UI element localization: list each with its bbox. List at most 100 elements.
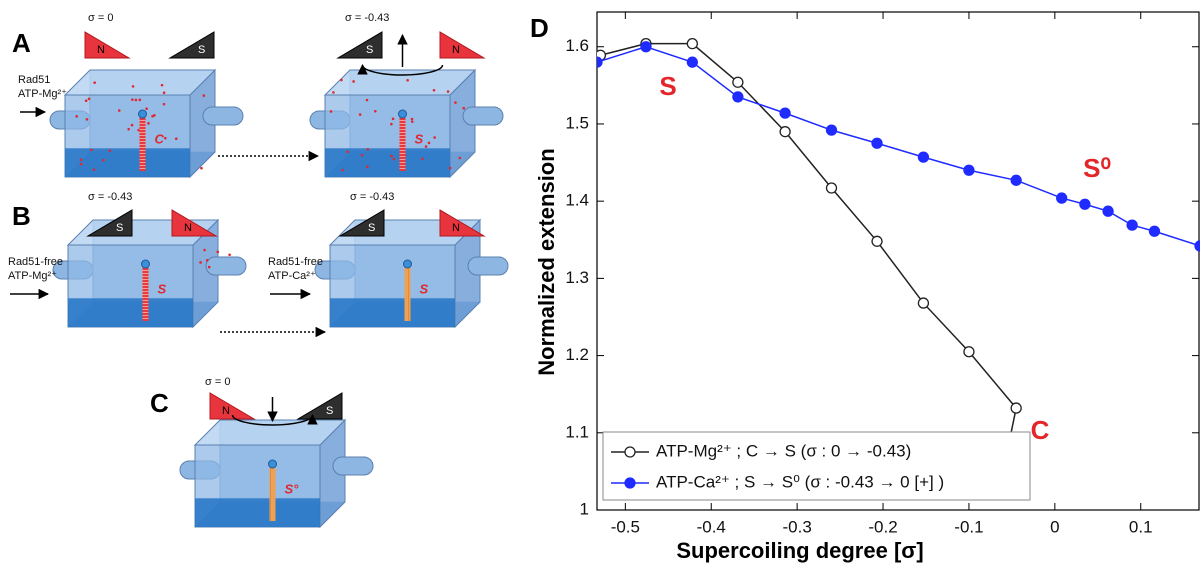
data-point bbox=[686, 38, 698, 50]
bead bbox=[398, 109, 407, 119]
x-tick-label: -0.3 bbox=[782, 517, 811, 536]
buffer-label: Rad51-free bbox=[8, 256, 63, 268]
magnet-s bbox=[336, 31, 383, 59]
protein-dot bbox=[462, 106, 466, 110]
protein-dot bbox=[366, 147, 370, 151]
data-point bbox=[917, 297, 930, 309]
protein-dot bbox=[102, 158, 105, 162]
protein-dot bbox=[162, 102, 166, 106]
data-point bbox=[779, 107, 791, 119]
protein-dot bbox=[145, 107, 148, 111]
y-axis-label: Normalized extension bbox=[534, 148, 559, 375]
data-point bbox=[1194, 240, 1200, 252]
protein-dot bbox=[108, 149, 112, 152]
data-point bbox=[640, 41, 652, 53]
data-point bbox=[1102, 205, 1114, 217]
protein-dot bbox=[424, 145, 428, 148]
tube bbox=[202, 106, 244, 126]
protein-dot bbox=[448, 166, 452, 170]
panel-label: C bbox=[150, 388, 169, 418]
data-point bbox=[1079, 198, 1091, 210]
bead bbox=[141, 259, 150, 269]
x-tick-label: -0.4 bbox=[697, 517, 726, 536]
magnet-s bbox=[296, 392, 343, 420]
data-point bbox=[1056, 192, 1068, 204]
sigma-label: σ = -0.43 bbox=[345, 12, 389, 24]
legend-label: ATP-Ca²⁺ ; S → S⁰ (σ : -0.43 → 0 [+] ) bbox=[656, 472, 944, 491]
chart: D Normalized extension Supercoiling degr… bbox=[530, 11, 1200, 563]
data-point bbox=[732, 76, 744, 88]
y-tick-label: 1 bbox=[580, 499, 589, 518]
protein-dot bbox=[117, 109, 121, 112]
state-label: S bbox=[415, 131, 424, 146]
box-top bbox=[323, 69, 477, 96]
protein-dot bbox=[205, 259, 209, 262]
magnet-n bbox=[171, 209, 218, 237]
protein-dot bbox=[410, 120, 414, 123]
state-label: C bbox=[155, 131, 165, 146]
diagram: A B C Cσ = 0 N S Rad51 ATP-Mg²⁺ Sσ = -0.43 N S S… bbox=[8, 12, 509, 529]
data-point bbox=[825, 182, 838, 194]
series-line bbox=[600, 42, 1017, 463]
buffer-label: ATP-Mg²⁺ bbox=[8, 270, 57, 282]
buffer-label: ATP-Ca²⁺ bbox=[268, 270, 316, 282]
protein-dot bbox=[127, 127, 130, 131]
dna-tether bbox=[404, 265, 411, 321]
protein-dot bbox=[216, 250, 220, 254]
state-label: S° bbox=[285, 481, 300, 496]
tube bbox=[462, 106, 504, 126]
legend-box bbox=[602, 431, 1031, 501]
data-point bbox=[917, 151, 930, 163]
magnet-s-label: S bbox=[326, 405, 333, 417]
data-point bbox=[871, 235, 883, 247]
protein-dot bbox=[85, 118, 89, 121]
water bbox=[68, 298, 193, 327]
sigma-label: σ = 0 bbox=[88, 12, 113, 24]
data-point bbox=[963, 346, 975, 358]
bead bbox=[268, 459, 277, 469]
magnet-n-label: N bbox=[97, 44, 105, 56]
protein-dot bbox=[199, 261, 202, 264]
dna-tether bbox=[139, 115, 146, 171]
dna-tether bbox=[142, 265, 149, 321]
state-label: S bbox=[158, 281, 167, 296]
protein-dot bbox=[406, 78, 409, 82]
tube bbox=[205, 256, 247, 276]
water bbox=[325, 148, 450, 177]
protein-dot bbox=[134, 98, 138, 102]
legend-marker bbox=[624, 446, 636, 458]
protein-dot bbox=[203, 248, 206, 252]
protein-dot bbox=[433, 136, 436, 139]
protein-dot bbox=[341, 168, 344, 172]
rotation-arrow bbox=[357, 63, 444, 76]
x-tick-label: -0.2 bbox=[868, 517, 897, 536]
protein-dot bbox=[454, 101, 457, 104]
legend-label: ATP-Mg²⁺ ; C → S (σ : 0 → -0.43) bbox=[656, 441, 911, 460]
box-top bbox=[193, 419, 347, 446]
protein-dot bbox=[92, 168, 96, 171]
magnet-s-label: S bbox=[198, 44, 205, 56]
protein-dot bbox=[90, 148, 93, 152]
series-line bbox=[597, 45, 1200, 247]
protein-dot bbox=[446, 90, 450, 93]
water bbox=[65, 148, 190, 177]
protein-dot bbox=[228, 253, 231, 257]
protein-dot bbox=[137, 128, 140, 132]
protein-dot bbox=[332, 91, 335, 94]
protein-dot bbox=[390, 122, 393, 126]
annotation: C bbox=[1031, 415, 1050, 445]
data-point bbox=[825, 124, 838, 136]
protein-dot bbox=[130, 123, 134, 127]
water bbox=[195, 498, 320, 527]
magnet-s-label: S bbox=[368, 222, 375, 234]
protein-dot bbox=[202, 94, 206, 97]
y-tick-label: 1.2 bbox=[565, 345, 589, 364]
sigma-label: σ = -0.43 bbox=[88, 191, 132, 203]
data-point bbox=[1010, 174, 1022, 186]
protein-dot bbox=[392, 157, 396, 161]
protein-dot bbox=[200, 166, 203, 170]
protein-dot bbox=[79, 162, 83, 166]
dna-tether bbox=[269, 465, 276, 521]
sigma-label: σ = -0.43 bbox=[350, 191, 394, 203]
